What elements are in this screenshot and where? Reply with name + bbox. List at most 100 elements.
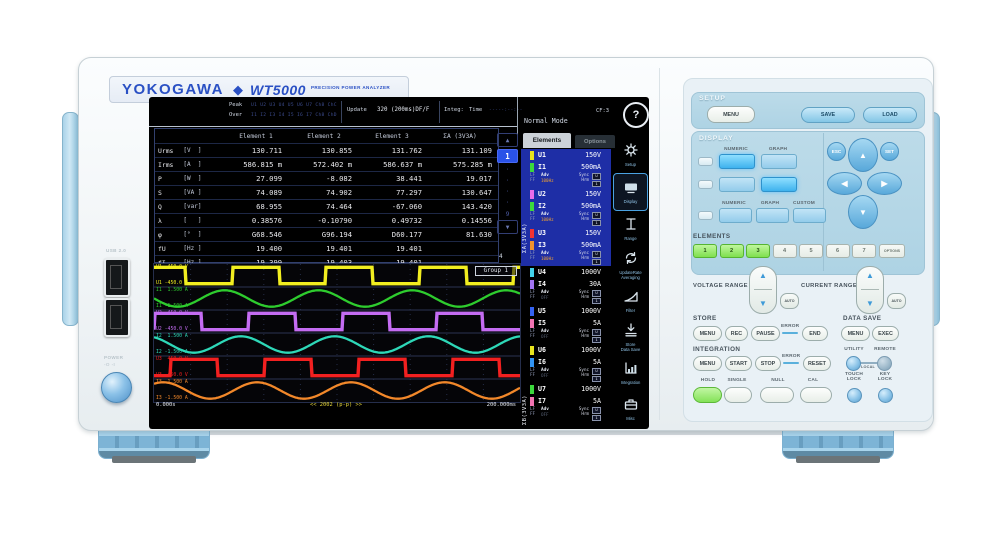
tab-elements[interactable]: Elements bbox=[523, 133, 571, 148]
integration-title: INTEGRATION bbox=[693, 346, 741, 353]
save-button[interactable]: SAVE bbox=[801, 107, 855, 123]
single-label: SINGLE bbox=[727, 378, 747, 383]
null-button[interactable] bbox=[760, 387, 794, 403]
voltage-range-rocker[interactable]: ▲ ▼ bbox=[749, 266, 777, 314]
element-key-2[interactable]: 2 bbox=[719, 244, 744, 258]
table-header-row: Element 1 Element 2 Element 3 ΣA (3V3A) bbox=[155, 129, 498, 144]
display3-numeric-button[interactable] bbox=[719, 208, 752, 223]
store-menu-button[interactable]: MENU bbox=[693, 326, 722, 341]
tab-options[interactable]: Options bbox=[575, 135, 615, 148]
right-foot-pad bbox=[796, 456, 880, 463]
cal-button[interactable] bbox=[800, 387, 832, 403]
datasave-exec-button[interactable]: EXEC bbox=[872, 326, 899, 341]
menu-item-updaterate[interactable]: UpdateRate Averaging bbox=[613, 247, 648, 283]
element-block[interactable]: U4 1000V I4 30A LF FF Adv OFF Sync Hrm U 1 bbox=[521, 266, 611, 305]
element-key-3[interactable]: 3 bbox=[746, 244, 770, 258]
power-button[interactable] bbox=[101, 372, 132, 403]
arrow-down-button[interactable]: ▼ bbox=[848, 195, 878, 229]
element-key-1[interactable]: 1 bbox=[693, 244, 717, 258]
store-rec-button[interactable]: REC bbox=[725, 326, 748, 341]
voltage-color-chip bbox=[530, 345, 534, 355]
current-row: I4 30A bbox=[530, 278, 611, 290]
current-page[interactable]: 1 bbox=[497, 149, 518, 163]
current-range: 30A bbox=[589, 280, 601, 288]
menu-item-integration[interactable]: Integration bbox=[613, 355, 648, 391]
touch-lock-button[interactable] bbox=[847, 388, 862, 403]
utility-button[interactable] bbox=[846, 356, 861, 371]
esc-button[interactable]: ESC bbox=[827, 142, 846, 161]
element-key-4[interactable]: 4 bbox=[772, 244, 797, 258]
display3-custom-button[interactable] bbox=[793, 208, 826, 223]
element-options-key[interactable]: OPTIONS bbox=[879, 244, 905, 258]
element-block[interactable]: U2 150V I2 500mA LF FF Adv 100Hz Sync Hrm U 1 bbox=[521, 188, 611, 227]
load-button[interactable]: LOAD bbox=[863, 107, 917, 123]
element-subrow: LF FF Adv OFF Sync Hrm U 1 bbox=[530, 406, 611, 422]
page-selector: ▲ 1 · · · · 9 ▼ bbox=[497, 133, 518, 236]
datasave-menu-button[interactable]: MENU bbox=[841, 326, 870, 341]
integration-start-button[interactable]: START bbox=[725, 356, 752, 371]
adv-frequency: Adv OFF bbox=[541, 290, 549, 300]
element-block[interactable]: U7 1000V I7 5A LF FF Adv OFF Sync Hrm U 1 bbox=[521, 383, 611, 422]
voltage-name: U3 bbox=[538, 229, 546, 237]
display2-graph-button[interactable] bbox=[761, 177, 797, 192]
filter-flags: LF FF bbox=[530, 406, 536, 416]
sync-source-1: 1 bbox=[592, 180, 601, 188]
measurement-value: 0.49732 bbox=[391, 216, 423, 225]
menu-item-range[interactable]: Range bbox=[613, 211, 648, 247]
display2-numeric-button[interactable] bbox=[719, 177, 755, 192]
current-row: I7 5A bbox=[530, 395, 611, 407]
arrow-up-button[interactable]: ▲ bbox=[848, 138, 878, 172]
store-end-button[interactable]: END bbox=[802, 326, 828, 341]
arrow-left-button[interactable]: ◀ bbox=[827, 172, 862, 195]
menu-item-setup[interactable]: Setup bbox=[613, 137, 648, 173]
measurement-value: 74.089 bbox=[256, 188, 283, 197]
power-marks: -O -I bbox=[104, 362, 116, 367]
time-label: Time bbox=[469, 107, 483, 113]
measurement-value: 19.401 bbox=[326, 244, 353, 253]
element-block[interactable]: U6 1000V I6 5A LF FF Adv OFF Sync Hrm U 1 bbox=[521, 344, 611, 383]
key-lock-label: KEY LOCK bbox=[877, 372, 893, 383]
element-block[interactable]: U1 150V I1 500mA LF FF Adv 100Hz Sync Hrm U 1 bbox=[521, 149, 611, 188]
hold-button[interactable] bbox=[693, 387, 722, 403]
menu-item-label: UpdateRate Averaging bbox=[619, 269, 642, 280]
integration-menu-button[interactable]: MENU bbox=[693, 356, 722, 371]
voltage-color-chip bbox=[530, 189, 534, 199]
sync-harmonics: Sync Hrm bbox=[578, 172, 589, 182]
set-button[interactable]: SET bbox=[880, 142, 899, 161]
current-range-rocker[interactable]: ▲ ▼ bbox=[856, 266, 884, 314]
measurement-value: 0.14556 bbox=[461, 216, 492, 225]
store-pause-button[interactable]: PAUSE bbox=[751, 326, 780, 341]
help-icon[interactable]: ? bbox=[623, 102, 649, 128]
update-label: Update bbox=[347, 107, 367, 113]
page-down-button[interactable]: ▼ bbox=[497, 220, 518, 234]
remote-button[interactable] bbox=[877, 356, 892, 371]
element-block[interactable]: U5 1000V I5 5A LF FF Adv OFF Sync Hrm U 1 bbox=[521, 305, 611, 344]
graph-label-1: GRAPH bbox=[768, 147, 788, 152]
page-up-button[interactable]: ▲ bbox=[497, 133, 518, 147]
element-block[interactable]: U3 150V I3 500mA LF FF Adv 100Hz Sync Hrm U 1 bbox=[521, 227, 611, 266]
sync-harmonics: Sync Hrm bbox=[578, 211, 589, 221]
single-button[interactable] bbox=[724, 387, 752, 403]
adv-frequency: Adv OFF bbox=[541, 368, 549, 378]
voltage-auto-button[interactable]: AUTO bbox=[780, 293, 799, 309]
integration-stop-button[interactable]: STOP bbox=[755, 356, 781, 371]
current-auto-button[interactable]: AUTO bbox=[887, 293, 906, 309]
integration-reset-button[interactable]: RESET bbox=[803, 356, 831, 371]
menu-item-misc[interactable]: Misc bbox=[613, 391, 648, 427]
menu-item-display[interactable]: Display bbox=[613, 173, 648, 211]
sync-source-1: 1 bbox=[592, 219, 601, 227]
element-key-7[interactable]: 7 bbox=[852, 244, 876, 258]
store-error-label: ERROR bbox=[781, 324, 800, 329]
key-lock-button[interactable] bbox=[878, 388, 893, 403]
menu-item-filter[interactable]: Filter bbox=[613, 283, 648, 319]
display3-graph-button[interactable] bbox=[756, 208, 789, 223]
element-key-5[interactable]: 5 bbox=[799, 244, 823, 258]
setup-menu-button[interactable]: MENU bbox=[707, 106, 755, 123]
menu-item-store[interactable]: Store Data Save bbox=[613, 319, 648, 355]
display1-numeric-button[interactable] bbox=[719, 154, 755, 169]
element-key-6[interactable]: 6 bbox=[825, 244, 850, 258]
arrow-right-button[interactable]: ▶ bbox=[867, 172, 902, 195]
display1-graph-button[interactable] bbox=[761, 154, 797, 169]
measurement-value: 19.399 bbox=[218, 258, 288, 267]
